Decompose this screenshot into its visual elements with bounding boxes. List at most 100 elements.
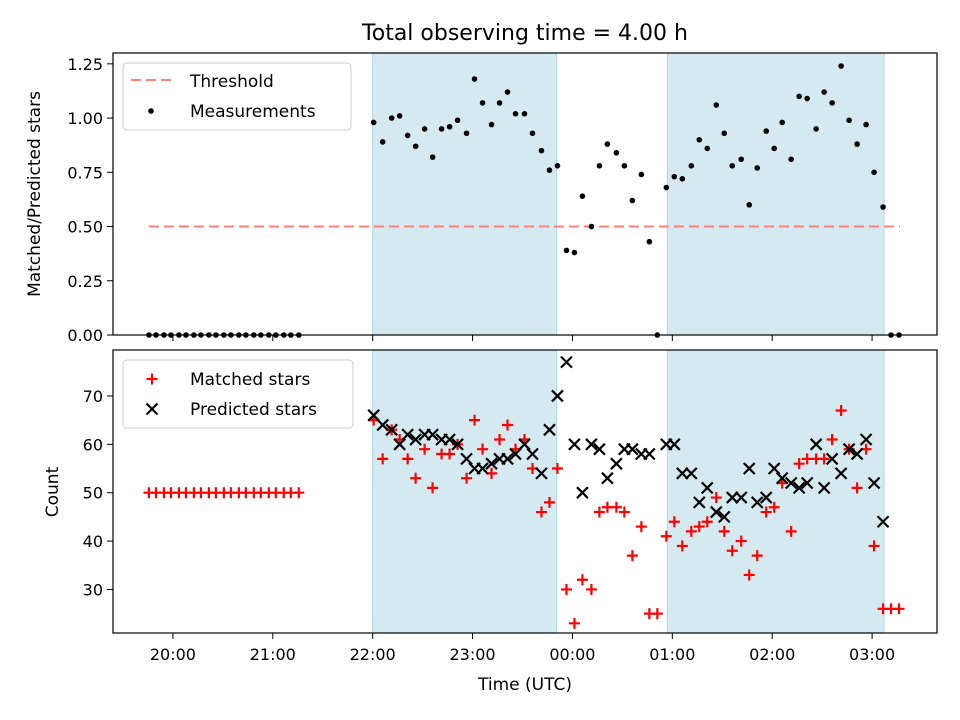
matched-star-point <box>494 433 506 445</box>
bottom-y-tick-label: 70 <box>83 387 103 406</box>
matched-star-point <box>626 550 638 562</box>
measurement-point <box>829 100 835 106</box>
measurement-point <box>754 165 761 171</box>
matched-star-point <box>461 472 473 484</box>
predicted-star-point <box>742 462 756 475</box>
matched-star-point <box>585 583 597 595</box>
threshold-legend-label: Threshold <box>189 72 274 92</box>
predicted-star-point <box>834 467 848 480</box>
top-y-tick-label: 0.25 <box>67 272 103 291</box>
predicted-star-point <box>809 438 823 451</box>
matched-star-point <box>793 458 805 470</box>
x-tick-label: 20:00 <box>150 645 196 664</box>
measurement-point <box>871 169 877 176</box>
bottom-shaded-interval <box>372 349 557 634</box>
measurement-point <box>663 184 670 191</box>
top-legend-box <box>122 62 352 131</box>
matched-star-point <box>851 482 863 494</box>
chart-title: Total observing time = 4.00 h <box>361 21 688 46</box>
matched-star-point <box>502 419 514 431</box>
matched-star-point <box>868 540 880 552</box>
measurement-point <box>496 100 503 106</box>
matched-star-point <box>593 506 605 518</box>
measurement-point <box>629 197 636 204</box>
matched-star-point <box>785 525 797 537</box>
matched-star-point <box>551 463 563 475</box>
top-shaded-interval <box>666 52 885 336</box>
top-plot-frame <box>112 52 938 336</box>
matched-star-point <box>735 535 747 547</box>
predicted-star-point <box>825 452 839 466</box>
matched-star-point <box>477 443 489 455</box>
matched-star-point <box>685 525 697 537</box>
measurement-point <box>821 89 827 95</box>
measurement-point <box>512 110 519 117</box>
predicted-legend-swatch <box>145 402 159 416</box>
measurement-point <box>729 163 736 169</box>
matched-star-point <box>710 492 722 504</box>
x-tick-label: 21:00 <box>250 645 296 664</box>
predicted-star-point <box>518 438 531 451</box>
predicted-star-point <box>784 476 798 490</box>
predicted-star-point <box>610 457 623 470</box>
measurement-point <box>588 223 595 230</box>
measurement-point <box>688 163 695 169</box>
matched-star-point <box>893 603 905 615</box>
matched-star-point <box>660 530 672 542</box>
matched-star-point <box>535 506 547 518</box>
predicted-star-point <box>485 457 498 470</box>
measurements-legend-label: Measurements <box>190 102 316 122</box>
measurement-point <box>704 145 711 152</box>
measurement-point <box>563 247 570 254</box>
matched-star-point <box>427 482 439 494</box>
measurement-point <box>412 143 419 150</box>
matched-star-point <box>651 608 663 620</box>
measurement-point <box>804 95 810 102</box>
measurement-point <box>546 167 553 173</box>
measurement-point <box>571 249 578 256</box>
top-y-tick-label: 1.00 <box>67 109 103 128</box>
top-y-axis-label: Matched/Predicted stars <box>25 91 45 297</box>
bottom-y-tick-label: 60 <box>83 435 103 454</box>
measurement-point <box>646 238 653 245</box>
predicted-star-point <box>800 476 814 490</box>
measurement-point <box>438 126 445 132</box>
x-tick-label: 22:00 <box>350 645 396 664</box>
x-tick-label: 02:00 <box>749 645 795 664</box>
measurement-point <box>880 204 886 210</box>
predicted-star-point <box>759 491 773 504</box>
predicted-star-point <box>701 481 714 495</box>
matched-star-point <box>377 453 389 465</box>
measurement-point <box>771 145 777 152</box>
measurement-point <box>713 102 720 108</box>
measurement-point <box>779 119 785 126</box>
measurement-point <box>421 126 428 132</box>
predicted-legend-label: Predicted stars <box>190 400 317 420</box>
x-tick-label: 03:00 <box>849 645 895 664</box>
matched-star-point <box>618 506 630 518</box>
measurement-point <box>454 117 461 124</box>
measurement-point <box>838 63 844 69</box>
measurement-point <box>679 176 686 182</box>
bottom-y-axis-label: Count <box>43 466 63 517</box>
measurement-point <box>613 149 620 156</box>
predicted-star-point <box>526 447 539 461</box>
predicted-star-point <box>426 428 439 441</box>
predicted-star-point <box>792 481 806 495</box>
predicted-star-point <box>709 505 723 519</box>
predicted-star-point <box>509 447 522 461</box>
measurement-point <box>554 163 561 169</box>
measurement-point <box>446 123 453 130</box>
measurement-point <box>854 141 860 147</box>
predicted-star-point <box>451 438 464 451</box>
predicted-star-point <box>401 428 414 441</box>
x-tick-label: 01:00 <box>649 645 695 664</box>
predicted-star-point <box>543 423 556 437</box>
measurement-point <box>604 141 611 147</box>
top-shaded-interval <box>372 52 557 336</box>
measurement-point <box>621 163 628 169</box>
matched-star-point <box>818 453 830 465</box>
measurement-point <box>463 130 470 137</box>
matched-star-point <box>835 404 847 416</box>
